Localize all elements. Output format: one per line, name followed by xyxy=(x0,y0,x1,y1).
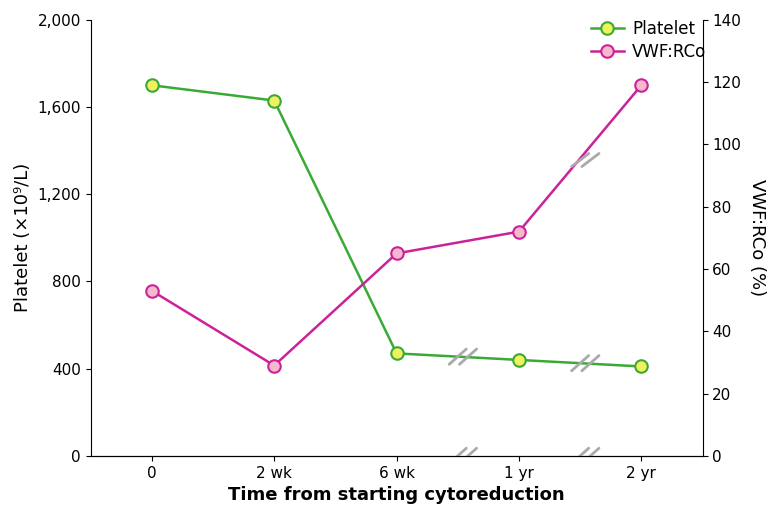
Legend: Platelet, VWF:RCo: Platelet, VWF:RCo xyxy=(590,20,707,61)
Y-axis label: Platelet (×10⁹/L): Platelet (×10⁹/L) xyxy=(14,163,32,312)
Y-axis label: VWF:RCo (%): VWF:RCo (%) xyxy=(748,179,766,296)
X-axis label: Time from starting cytoreduction: Time from starting cytoreduction xyxy=(229,486,565,504)
